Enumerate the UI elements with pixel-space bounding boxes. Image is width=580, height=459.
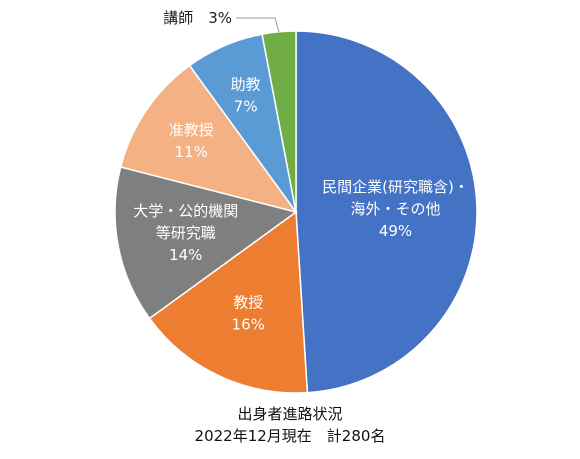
pie-slice-3 xyxy=(119,64,298,214)
slice-label-0-line-2: 49% xyxy=(379,222,412,240)
slice-label-4-line-0: 助教 xyxy=(231,76,261,94)
slice-label-4-line-1: 7% xyxy=(234,98,258,116)
pie-slice-1 xyxy=(148,210,309,394)
slice-label-2-line-2: 14% xyxy=(169,246,202,264)
slice-label-3-line-1: 11% xyxy=(175,143,208,161)
slice-label-5-line-0: 講師 3% xyxy=(163,9,232,27)
pie-slice-2 xyxy=(114,166,298,320)
slice-label-1-line-1: 16% xyxy=(232,316,265,334)
slice-label-1-line-0: 教授 xyxy=(233,294,263,312)
slice-label-2-line-1: 等研究職 xyxy=(156,224,216,242)
slice-label-0-line-1: 海外・その他 xyxy=(350,200,440,218)
caption-layer: 出身者進路状況 2022年12月現在 計280名 xyxy=(195,405,386,445)
caption-line-1: 出身者進路状況 xyxy=(237,405,342,423)
pie-slice-0 xyxy=(295,30,478,394)
slice-label-3-line-0: 准教授 xyxy=(169,121,214,139)
slice-label-0-line-0: 民間企業(研究職含)・ xyxy=(322,178,469,196)
slice-label-2-line-0: 大学・公的機関 xyxy=(133,202,238,220)
slices-layer xyxy=(114,30,478,394)
leader-line-5 xyxy=(236,17,280,32)
caption-line-2: 2022年12月現在 計280名 xyxy=(195,427,386,445)
